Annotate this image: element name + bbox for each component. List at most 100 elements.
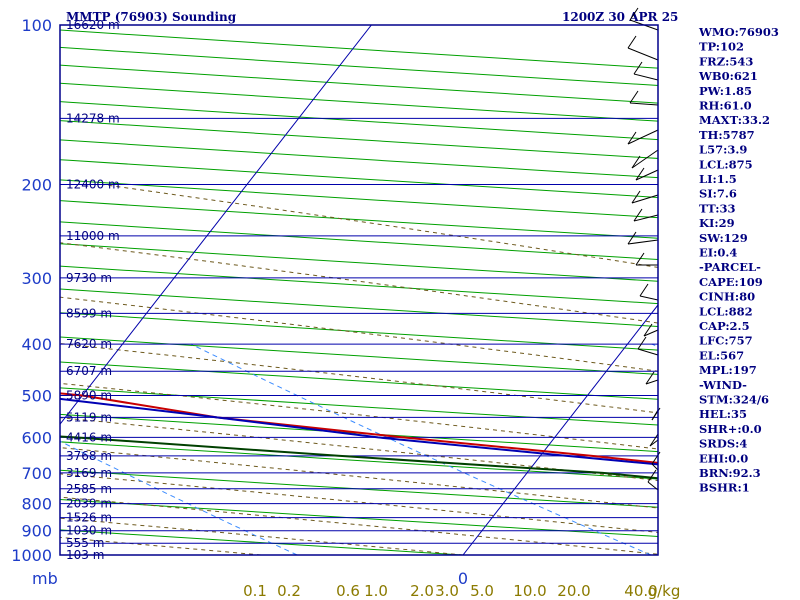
height-label: 555 m bbox=[66, 536, 104, 550]
moist-adiabat bbox=[60, 447, 658, 509]
height-label: 3169 m bbox=[66, 466, 112, 480]
index-entry: L57:3.9 bbox=[699, 143, 747, 157]
moist-adiabat bbox=[60, 343, 658, 414]
wind-barb bbox=[637, 348, 659, 356]
wind-barb bbox=[631, 194, 659, 204]
moist-adiabat bbox=[60, 473, 658, 533]
moist-adiabat bbox=[60, 296, 658, 372]
wind-barb-flag bbox=[633, 208, 643, 222]
wind-barb-flag bbox=[645, 371, 655, 385]
chart-grid bbox=[60, 25, 658, 555]
wind-barb bbox=[643, 329, 659, 337]
index-entry: MPL:197 bbox=[699, 363, 757, 377]
wind-barb bbox=[627, 129, 659, 145]
index-entry: CINH:80 bbox=[699, 290, 755, 304]
index-entry: CAPE:109 bbox=[699, 275, 763, 289]
wind-barb-flag bbox=[631, 190, 641, 204]
height-label: 12400 m bbox=[66, 178, 120, 192]
index-entry: HEL:35 bbox=[699, 407, 747, 421]
moist-adiabat bbox=[60, 496, 658, 555]
wind-barb bbox=[631, 149, 659, 169]
index-entry: WMO:76903 bbox=[698, 25, 779, 39]
moist-adiabat bbox=[60, 417, 658, 481]
wind-barb-flag bbox=[631, 155, 641, 169]
mixing-ratio-label: 20.0 bbox=[557, 582, 590, 600]
index-entry: LCL:875 bbox=[699, 157, 753, 171]
pressure-tick-label: 900 bbox=[21, 522, 52, 541]
wind-barb bbox=[627, 239, 659, 245]
mixing-ratio-label: 0.1 bbox=[243, 582, 267, 600]
sounding-profiles bbox=[60, 392, 658, 480]
wind-barb-flag bbox=[629, 7, 639, 21]
height-label: 2585 m bbox=[66, 482, 112, 496]
wind-barb-flag bbox=[639, 283, 649, 297]
index-entry: BSHR:1 bbox=[699, 481, 750, 495]
height-label: 1526 m bbox=[66, 511, 112, 525]
height-label: 8599 m bbox=[66, 306, 112, 320]
index-entry: PW:1.85 bbox=[699, 84, 752, 98]
wind-barb-flag bbox=[637, 336, 647, 350]
index-entry: -WIND- bbox=[699, 378, 747, 392]
index-entry: SW:129 bbox=[699, 231, 748, 245]
chart-title: MMTP (76903) Sounding bbox=[66, 10, 237, 24]
index-entry: MAXT:33.2 bbox=[699, 113, 770, 127]
wind-barb bbox=[633, 214, 659, 222]
index-entry: TT:33 bbox=[699, 201, 736, 215]
pressure-tick-label: 100 bbox=[21, 16, 52, 35]
index-entry: LCL:882 bbox=[699, 304, 753, 318]
wind-barb bbox=[639, 295, 659, 301]
height-label: 3768 m bbox=[66, 449, 112, 463]
index-entry: EHI:0.0 bbox=[699, 451, 748, 465]
index-entry: -PARCEL- bbox=[699, 260, 761, 274]
index-entry: SI:7.6 bbox=[699, 187, 737, 201]
wind-barb-flag bbox=[635, 167, 645, 181]
mixing-ratio-label: 0.6 bbox=[336, 582, 360, 600]
wind-barb-flag bbox=[633, 61, 643, 75]
isotherm bbox=[60, 25, 372, 426]
index-entry: EI:0.4 bbox=[699, 246, 737, 260]
mixing-ratio-label: 5.0 bbox=[470, 582, 494, 600]
pressure-tick-label: 300 bbox=[21, 269, 52, 288]
index-entry: CAP:2.5 bbox=[699, 319, 750, 333]
wind-barb-flag bbox=[629, 90, 639, 104]
pressure-tick-label: 700 bbox=[21, 464, 52, 483]
height-label: 5119 m bbox=[66, 410, 112, 424]
wind-barb-flag bbox=[635, 252, 645, 266]
mixing-ratio-label: 3.0 bbox=[435, 582, 459, 600]
wind-barb-flag bbox=[627, 231, 637, 245]
mixing-ratio-label: 40.0 bbox=[624, 582, 657, 600]
height-label: 4416 m bbox=[66, 430, 112, 444]
wind-barb bbox=[627, 47, 659, 61]
pressure-tick-label: 200 bbox=[21, 176, 52, 195]
index-entry: SHR+:0.0 bbox=[699, 422, 762, 436]
pressure-tick-label: 500 bbox=[21, 386, 52, 405]
height-label: 9730 m bbox=[66, 271, 112, 285]
index-entry: TH:5787 bbox=[699, 128, 755, 142]
wind-barb-flag bbox=[643, 323, 653, 337]
pressure-tick-label: 600 bbox=[21, 428, 52, 447]
moist-adiabat bbox=[60, 242, 658, 324]
index-entry: EL:567 bbox=[699, 348, 744, 362]
pressure-tick-label: 1000 bbox=[11, 546, 52, 565]
mixing-ratio-label: 2.0 bbox=[410, 582, 434, 600]
wind-barb-flag bbox=[647, 469, 657, 483]
isotherm bbox=[462, 304, 658, 555]
wind-barb bbox=[649, 439, 659, 447]
wind-barb bbox=[633, 73, 659, 81]
height-label: 6707 m bbox=[66, 364, 112, 378]
height-label: 11000 m bbox=[66, 229, 120, 243]
mixing-ratio-label: 0.2 bbox=[277, 582, 301, 600]
wind-barb bbox=[651, 463, 659, 471]
pressure-tick-label: 800 bbox=[21, 495, 52, 514]
wind-barb-flag bbox=[651, 407, 661, 421]
temperature-tick-label: 0 bbox=[458, 569, 468, 588]
moist-adiabat bbox=[102, 184, 658, 268]
wind-barb-flag bbox=[627, 35, 637, 49]
height-label: 1030 m bbox=[66, 524, 112, 538]
wind-barb bbox=[647, 481, 659, 491]
sounding-indices: WMO:76903TP:102FRZ:543WB0:621PW:1.85RH:6… bbox=[698, 25, 779, 495]
index-entry: LFC:757 bbox=[699, 334, 753, 348]
mixing-ratio-label: g/kg bbox=[648, 582, 681, 600]
height-label: 7620 m bbox=[66, 337, 112, 351]
moist-adiabat bbox=[60, 382, 658, 450]
